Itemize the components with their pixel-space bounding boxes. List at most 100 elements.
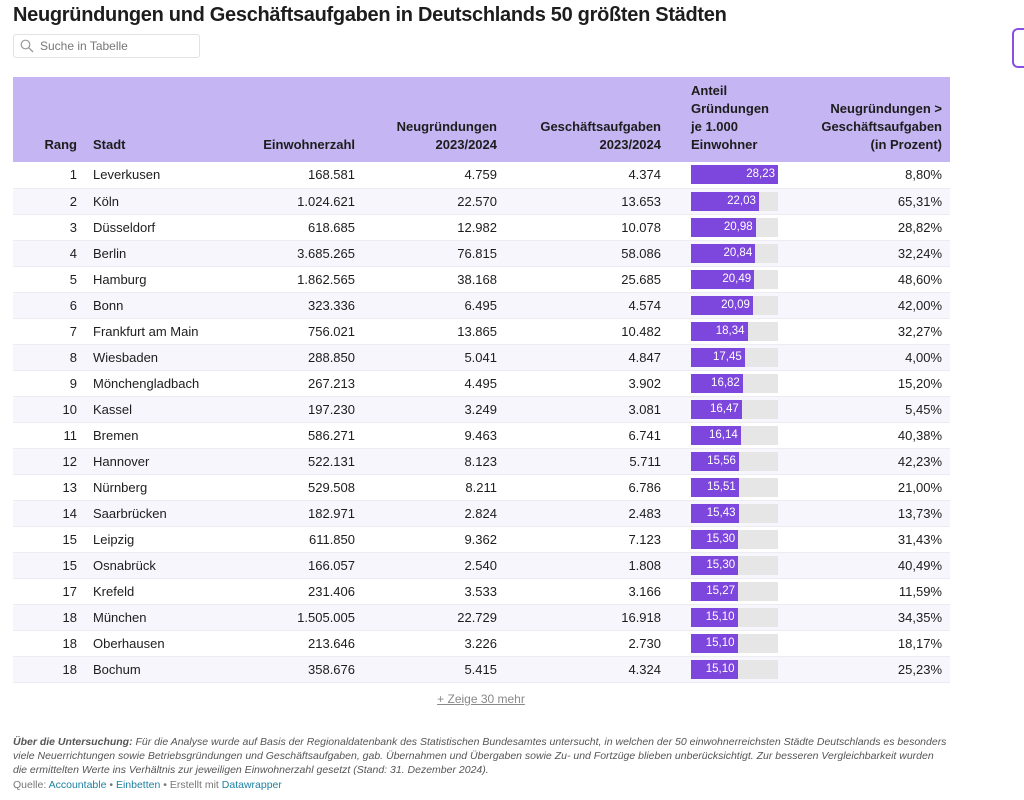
cell-einwohnerzahl: 182.971 <box>308 505 355 521</box>
bar: 15,10 <box>691 633 738 653</box>
cell-geschaeftsaufgaben: 16.918 <box>621 609 661 625</box>
table-row: 4 Berlin 3.685.265 76.815 58.086 20,84 32,24% <box>13 240 950 266</box>
bar-track: 15,56 <box>691 451 778 471</box>
cell-neugruendungen: 5.415 <box>464 661 497 677</box>
cell-neugruendungen: 3.249 <box>464 401 497 417</box>
bar: 15,30 <box>691 529 739 549</box>
cell-einwohnerzahl: 166.057 <box>308 557 355 573</box>
table-row: 1 Leverkusen 168.581 4.759 4.374 28,23 8,80% <box>13 162 950 188</box>
source-label: Quelle: <box>13 779 47 791</box>
cell-rang: 9 <box>69 375 77 391</box>
cell-stadt: Kassel <box>93 401 133 417</box>
cell-rang: 13 <box>62 479 77 495</box>
bar-track: 20,98 <box>691 217 778 237</box>
datawrapper-link[interactable]: Datawrapper <box>221 779 282 791</box>
bar-track: 18,34 <box>691 321 778 341</box>
cell-geschaeftsaufgaben: 58.086 <box>621 245 661 261</box>
cell-stadt: Köln <box>93 193 120 209</box>
cell-prozent: 65,31% <box>897 193 942 209</box>
cell-rang: 4 <box>69 245 77 261</box>
cell-anteil: 15,56 <box>669 448 786 474</box>
col-rang[interactable]: Rang <box>44 137 78 152</box>
bar-track: 20,09 <box>691 295 778 315</box>
bar: 20,98 <box>691 217 756 237</box>
cell-geschaeftsaufgaben: 4.374 <box>628 167 661 183</box>
table-row: 17 Krefeld 231.406 3.533 3.166 15,27 11,59% <box>13 578 950 604</box>
scroll-handle[interactable] <box>1012 28 1024 68</box>
bar: 20,09 <box>691 295 753 315</box>
cell-einwohnerzahl: 1.505.005 <box>297 609 355 625</box>
cell-rang: 15 <box>62 557 77 573</box>
cell-einwohnerzahl: 1.024.621 <box>297 193 355 209</box>
cell-rang: 6 <box>69 297 77 313</box>
cell-neugruendungen: 4.495 <box>464 375 497 391</box>
cell-geschaeftsaufgaben: 3.166 <box>628 583 661 599</box>
col-neugruendungen[interactable]: Neugründungen 2023/2024 <box>396 119 497 152</box>
col-stadt[interactable]: Stadt <box>93 137 126 152</box>
col-einwohnerzahl[interactable]: Einwohnerzahl <box>263 137 355 152</box>
cell-geschaeftsaufgaben: 10.482 <box>621 323 661 339</box>
search-icon <box>20 39 34 53</box>
cell-geschaeftsaufgaben: 2.483 <box>628 505 661 521</box>
cell-anteil: 15,30 <box>669 526 786 552</box>
cell-rang: 7 <box>69 323 77 339</box>
bar: 17,45 <box>691 347 745 367</box>
cell-prozent: 28,82% <box>897 219 942 235</box>
cell-geschaeftsaufgaben: 4.574 <box>628 297 661 313</box>
cell-rang: 5 <box>69 271 77 287</box>
bar: 15,51 <box>691 477 739 497</box>
bar-track: 15,27 <box>691 581 778 601</box>
cell-anteil: 17,45 <box>669 344 786 370</box>
table-row: 18 Oberhausen 213.646 3.226 2.730 15,10 18,17% <box>13 630 950 656</box>
cell-neugruendungen: 3.533 <box>464 583 497 599</box>
cell-rang: 18 <box>62 635 77 651</box>
source-link[interactable]: Accountable <box>48 779 107 791</box>
cell-anteil: 16,82 <box>669 370 786 396</box>
bar: 18,34 <box>691 321 748 341</box>
col-anteil[interactable]: Anteil Gründungen je 1.000 Einwohner <box>691 83 769 152</box>
cell-geschaeftsaufgaben: 6.741 <box>628 427 661 443</box>
cell-geschaeftsaufgaben: 4.324 <box>628 661 661 677</box>
cell-stadt: Osnabrück <box>93 557 156 573</box>
cell-anteil: 15,43 <box>669 500 786 526</box>
cell-geschaeftsaufgaben: 6.786 <box>628 479 661 495</box>
cell-stadt: Bremen <box>93 427 139 443</box>
bar-track: 16,82 <box>691 373 778 393</box>
cell-anteil: 20,09 <box>669 292 786 318</box>
cell-rang: 1 <box>69 167 77 183</box>
show-more-link[interactable]: + Zeige 30 mehr <box>437 692 525 706</box>
cell-stadt: Leverkusen <box>93 167 161 183</box>
cell-stadt: Bochum <box>93 661 141 677</box>
embed-link[interactable]: Einbetten <box>115 779 161 791</box>
cell-geschaeftsaufgaben: 13.653 <box>621 193 661 209</box>
cell-anteil: 15,10 <box>669 604 786 630</box>
bar: 15,27 <box>691 581 739 601</box>
bar-track: 15,10 <box>691 659 778 679</box>
bar-track: 15,10 <box>691 633 778 653</box>
search-input[interactable] <box>38 38 188 54</box>
search-box[interactable] <box>13 34 200 58</box>
cell-neugruendungen: 5.041 <box>464 349 497 365</box>
table-row: 10 Kassel 197.230 3.249 3.081 16,47 5,45% <box>13 396 950 422</box>
table-row: 14 Saarbrücken 182.971 2.824 2.483 15,43 13,73… <box>13 500 950 526</box>
col-geschaeftsaufgaben[interactable]: Geschäftsaufgaben 2023/2024 <box>540 119 661 152</box>
cell-stadt: Mönchengladbach <box>93 375 200 391</box>
bar: 28,23 <box>691 165 778 185</box>
cell-stadt: Hamburg <box>93 271 147 287</box>
cell-prozent: 13,73% <box>897 505 942 521</box>
cell-einwohnerzahl: 358.676 <box>308 661 355 677</box>
cell-rang: 18 <box>62 661 77 677</box>
cell-prozent: 15,20% <box>897 375 942 391</box>
bar: 15,10 <box>691 607 738 627</box>
cell-prozent: 31,43% <box>897 531 942 547</box>
cell-anteil: 15,10 <box>669 656 786 682</box>
table-row: 15 Osnabrück 166.057 2.540 1.808 15,30 40,49% <box>13 552 950 578</box>
cell-rang: 8 <box>69 349 77 365</box>
bar: 16,47 <box>691 399 742 419</box>
table-header: Rang Stadt Einwohnerzahl Neugründungen 2… <box>13 77 950 162</box>
cell-stadt: Oberhausen <box>93 635 165 651</box>
col-prozent[interactable]: Neugründungen > Geschäftsaufgaben (in Pr… <box>821 101 942 152</box>
cell-prozent: 5,45% <box>905 401 942 417</box>
cell-anteil: 15,10 <box>669 630 786 656</box>
cell-rang: 3 <box>69 219 77 235</box>
